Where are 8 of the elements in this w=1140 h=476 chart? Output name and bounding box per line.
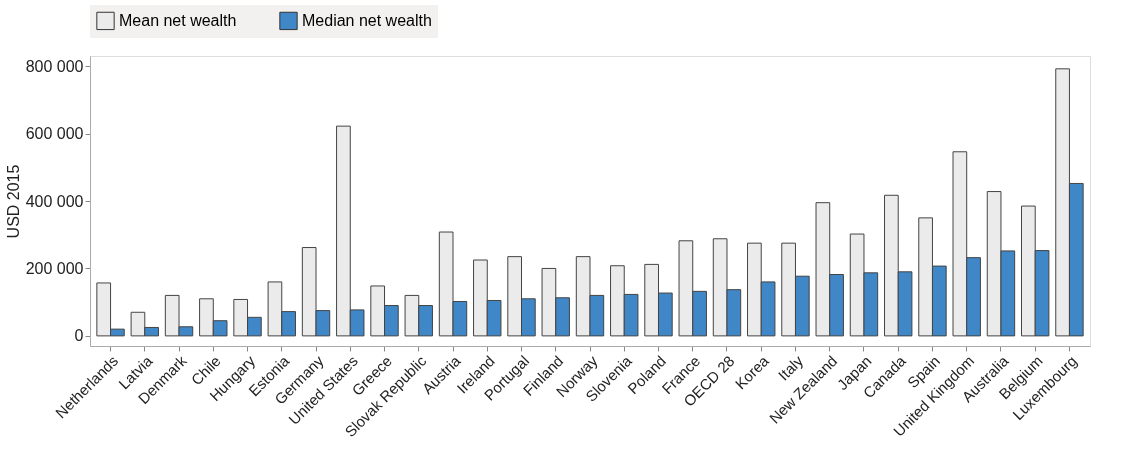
y-tick-label: 0 (74, 327, 84, 345)
y-tick-label: 600 000 (25, 125, 84, 143)
y-tick-label: 200 000 (25, 259, 84, 277)
legend-label: Mean net wealth (119, 11, 237, 29)
y-axis-title: USD 2015 (4, 164, 22, 239)
y-tick-label: 800 000 (25, 57, 84, 75)
legend-label: Median net wealth (302, 11, 432, 29)
y-tick-label: 400 000 (25, 192, 84, 210)
